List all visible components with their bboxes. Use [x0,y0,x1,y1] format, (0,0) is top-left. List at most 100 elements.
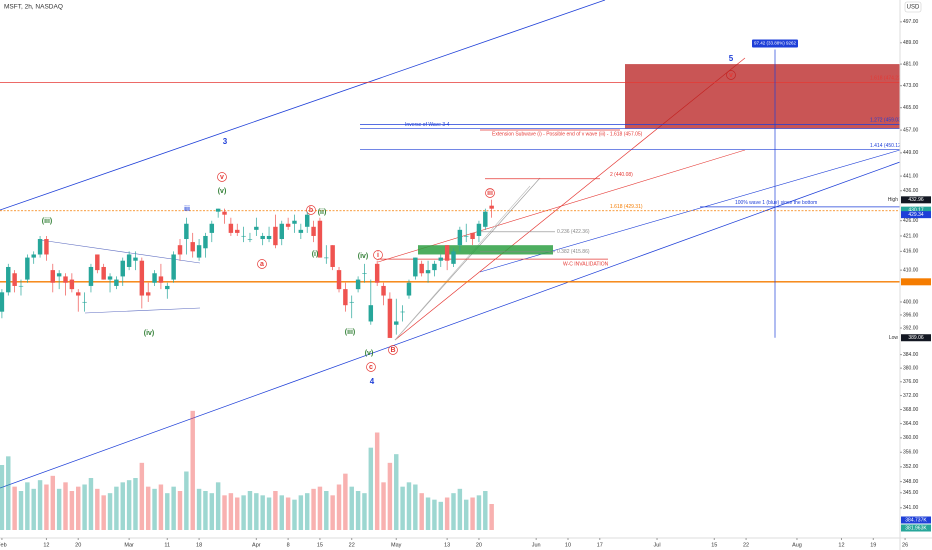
volume-bar [196,488,202,530]
volume-bar [88,478,94,530]
wave-label: iii [184,206,190,213]
candle-body [304,214,310,227]
volume-bar [126,480,132,530]
volume-bar [419,493,424,530]
candle-body [184,223,189,240]
candle-body [235,229,240,233]
y-tick-label: 368.00 [903,407,919,413]
x-tick-label: 13 [444,542,450,548]
volume-bar [235,497,240,530]
candle-body [88,266,94,286]
chart-title: MSFT, 2h, NASDAQ [4,4,63,11]
level-label: 1.414 (450.12) [870,143,903,149]
candle-body [425,270,431,274]
volume-bar [177,491,183,530]
candle-body [177,245,183,255]
candle-body [50,270,56,283]
wave-label: iii [487,190,493,197]
volume-tag [901,516,931,524]
price-tag-label: 389.06 [908,335,924,341]
candle-body [324,257,329,259]
volume-bar [37,480,43,530]
wave-label: c [369,364,373,371]
level-label: 1.618 (429.31) [610,204,643,210]
x-tick-label: 26 [902,542,908,548]
volume-bar [463,499,469,530]
wave-label: v [220,174,224,181]
volume-bar [483,491,488,530]
volume-bar [31,488,36,530]
measure-tag [752,39,798,48]
candle-body [228,223,234,233]
x-tick-label: 11 [164,542,170,548]
candle-body [82,301,87,303]
volume-bar [139,462,145,530]
candle-body [44,239,49,255]
volume-bar [184,471,189,530]
wave-label: 4 [370,377,375,386]
level-label: 2 (440.08) [610,172,633,178]
price-tag-label: 430.17 [908,207,924,213]
candle-body [279,223,284,240]
y-tick-label: 416.00 [903,249,919,255]
channel-line [377,149,746,263]
candle-body [152,273,157,283]
candle-body [12,273,17,286]
trend-line [84,307,201,314]
x-tick-label: 12 [838,542,844,548]
candle-body [18,285,24,287]
candle-body [31,254,36,258]
wave-label: (iii) [42,218,53,225]
channel-line [0,161,901,489]
x-tick-label: 19 [870,542,876,548]
volume-bar [82,484,87,530]
channel-line [0,0,606,211]
y-tick-label: 449.00 [903,150,919,156]
price-tag [901,196,931,204]
candle-body [292,220,297,224]
y-tick-label: 441.00 [903,173,919,179]
volume-bar [292,499,297,530]
price-tag [901,211,931,219]
candle-body [145,292,151,296]
x-tick-label: 20 [476,542,482,548]
level-label: 100% wave 1 (blue) since the bottom [735,200,817,206]
trend-line [394,185,531,341]
volume-bar [394,454,399,530]
candle-body [69,279,75,290]
volume-bar [413,484,418,530]
volume-bar [152,488,157,530]
y-tick-label: 372.00 [903,393,919,399]
volume-bar [56,488,62,530]
volume-bar [311,488,316,530]
wave-circle [257,259,267,269]
candle-body [476,223,482,236]
candle-body [400,311,405,313]
y-tick-label: 376.00 [903,379,919,385]
level-label: W-C INVALIDATION [563,261,609,267]
x-tick-label: 20 [75,542,81,548]
volume-bar [381,482,386,530]
x-tick-label: Mar [124,542,134,548]
x-tick-label: 15 [711,542,717,548]
green-zone [418,245,553,255]
y-tick-label: 410.00 [903,267,919,273]
y-tick-label: 497.00 [903,19,919,25]
y-tick-label: 489.00 [903,40,919,46]
wave-label: (iii) [345,329,356,336]
volume-bar [247,491,253,530]
volume-bar [76,486,81,530]
price-axis [900,0,932,550]
candle-body [76,292,81,296]
x-tick-label: Jul [654,542,661,548]
candle-body [37,239,43,255]
y-tick-label: 364.00 [903,421,919,427]
volume-bar [406,482,412,530]
volume-bar [165,493,170,530]
candle-body [133,257,138,261]
x-tick-label: 12 [43,542,49,548]
volume-bar [298,495,304,530]
candle-body [463,235,469,237]
volume-bar [355,491,361,530]
candle-body [387,298,393,338]
